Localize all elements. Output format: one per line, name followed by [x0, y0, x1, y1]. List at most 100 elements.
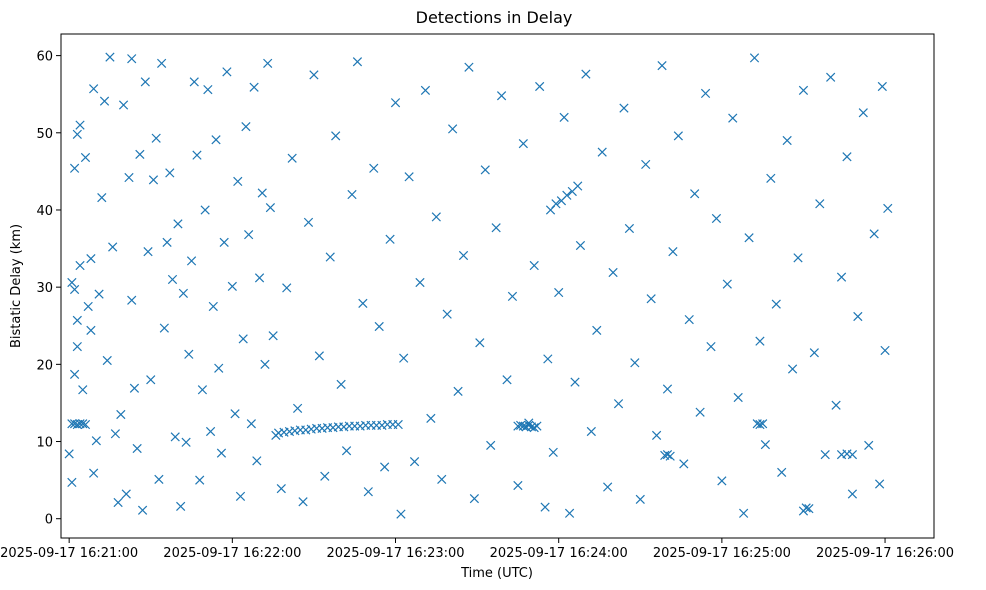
detection-point [309, 70, 319, 80]
detection-point [529, 260, 539, 271]
detection-point [458, 250, 469, 261]
detection-point [442, 309, 452, 319]
detection-point [684, 314, 694, 325]
x-tick-label: 2025-09-17 16:24:00 [490, 546, 628, 561]
detection-point [167, 274, 178, 285]
detection-point [486, 440, 496, 451]
detection-point [532, 421, 542, 431]
plot-frame [60, 33, 935, 539]
detection-point [170, 432, 180, 442]
detection-point [246, 419, 256, 429]
detection-point [766, 173, 776, 183]
detection-point [646, 294, 656, 304]
detection-point [121, 489, 131, 499]
detection-point [108, 242, 118, 252]
detection-point [619, 103, 629, 113]
detection-point [263, 58, 273, 68]
detection-point [480, 165, 490, 175]
detection-point [592, 325, 602, 336]
detection-point [78, 385, 88, 395]
x-tick-label: 2025-09-17 16:21:00 [0, 546, 138, 561]
detection-point [64, 449, 74, 459]
detection-point [847, 450, 858, 460]
detection-point [184, 349, 194, 359]
detection-point [208, 301, 218, 312]
detection-point [758, 419, 768, 429]
detection-point [624, 223, 635, 234]
detection-point [211, 135, 221, 145]
detection-point [597, 147, 607, 157]
detection-point [540, 502, 550, 512]
detection-point [801, 503, 811, 513]
detection-point [420, 85, 431, 95]
detection-point [129, 383, 140, 393]
detection-point [91, 436, 101, 446]
detection-point [178, 288, 189, 298]
detection-point [235, 491, 246, 501]
detection-point [728, 113, 738, 123]
detection-point [744, 233, 754, 243]
detection-point [415, 277, 425, 288]
y-tick-label: 60 [36, 50, 53, 65]
detection-point [554, 287, 564, 298]
detection-point [265, 203, 276, 213]
detection-point [679, 459, 689, 469]
detection-point [793, 253, 803, 263]
detection-point [127, 295, 137, 305]
detection-point [352, 57, 363, 67]
detection-point [431, 212, 441, 222]
detection-point [154, 474, 164, 484]
detection-point [292, 403, 303, 413]
x-axis-label: Time (UTC) [460, 566, 533, 581]
detection-point [222, 67, 232, 77]
detection-point [238, 334, 248, 344]
detection-point [831, 400, 841, 410]
x-tick-label: 2025-09-17 16:25:00 [653, 546, 791, 561]
detection-point [143, 247, 153, 257]
detection-point [97, 193, 107, 203]
detection-point [146, 375, 156, 385]
detection-point [80, 419, 91, 430]
detection-point [608, 267, 618, 278]
detection-point [86, 253, 96, 264]
detection-point [369, 163, 379, 173]
detection-point [282, 283, 292, 293]
detection-point [257, 188, 267, 198]
detection-point [396, 509, 406, 519]
detection-point [252, 456, 262, 466]
detection-point [124, 172, 134, 183]
detection-point [200, 205, 210, 215]
detection-point [706, 341, 716, 352]
detection-point [99, 96, 110, 106]
detection-point [651, 430, 662, 440]
detection-point [287, 153, 297, 163]
detection-point [717, 476, 727, 486]
detection-point [137, 505, 148, 515]
detection-point [358, 298, 368, 308]
detection-point [869, 229, 879, 239]
detection-point [749, 53, 760, 63]
detection-point [524, 420, 534, 430]
detection-point [690, 189, 700, 199]
detection-point [195, 475, 205, 485]
detection-point [254, 273, 265, 283]
detection-point [700, 88, 711, 99]
axis-ticks: 2025-09-17 16:21:00 2025-09-17 16:22:00 20… [0, 50, 954, 561]
detection-point [722, 279, 732, 289]
y-tick-label: 40 [36, 204, 53, 219]
detection-point [613, 399, 624, 409]
detection-point [518, 138, 528, 149]
detection-point [298, 497, 308, 507]
detection-point [67, 277, 77, 288]
detection-point [469, 494, 480, 504]
detection-point [116, 409, 126, 420]
detection-point [787, 364, 798, 374]
detection-point [336, 379, 346, 390]
detection-point [162, 237, 172, 248]
detection-point [341, 446, 352, 456]
detection-point [72, 315, 82, 325]
detection-point [390, 98, 401, 108]
detection-point [777, 467, 787, 478]
detection-point [127, 54, 137, 64]
